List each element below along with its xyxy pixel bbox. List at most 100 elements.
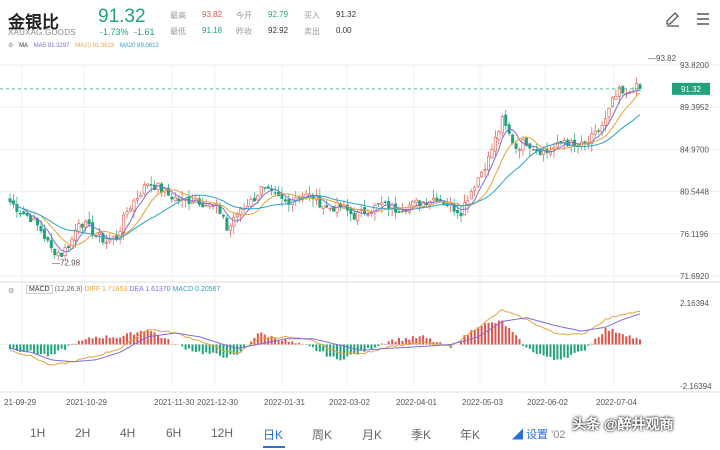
candle-body xyxy=(349,208,353,215)
macd-settings-icon[interactable]: ⚙ xyxy=(8,288,15,295)
macd-legend: ⚙ xyxy=(8,287,14,295)
candle-body xyxy=(380,202,384,205)
candle-body xyxy=(469,191,473,200)
candle-body xyxy=(610,97,614,107)
candle-body xyxy=(15,204,19,212)
candle-body xyxy=(480,171,484,178)
candle-body xyxy=(225,217,229,231)
candle-body xyxy=(104,242,108,244)
macd-params: (12,26,9) xyxy=(54,286,83,293)
candle-body xyxy=(29,215,33,223)
stat-prevclose-value: 92.92 xyxy=(268,26,289,35)
x-tick-label: 21-09-29 xyxy=(4,398,37,407)
candle-body xyxy=(318,195,322,208)
macd-dea-line xyxy=(9,313,641,363)
tab-daily[interactable]: 日K xyxy=(263,428,284,442)
high-annotation: —93.82 xyxy=(648,54,677,63)
candle-body xyxy=(476,177,480,187)
candle-body xyxy=(25,212,29,216)
watermark-prefix: 头条 xyxy=(572,416,600,432)
macd-diff: DIFF 1.71653 xyxy=(84,286,128,293)
stat-low-value: 91.18 xyxy=(202,26,223,35)
candle-body xyxy=(8,198,12,202)
candle-body xyxy=(49,240,53,249)
candle-body xyxy=(84,220,88,228)
candle-body xyxy=(404,210,408,212)
candle-body xyxy=(500,116,504,134)
candle-body xyxy=(228,225,232,231)
candle-body xyxy=(431,197,435,201)
ma20-line xyxy=(9,114,641,240)
candle-body xyxy=(617,86,621,97)
x-tick-label: 2021-10-29 xyxy=(66,398,107,407)
candle-body xyxy=(414,199,418,203)
candle-body xyxy=(221,214,225,217)
candle-body xyxy=(246,205,250,209)
candle-body xyxy=(204,204,208,207)
candle-body xyxy=(166,187,170,196)
settings-label: 设置 xyxy=(526,429,549,441)
candle-body xyxy=(80,223,84,228)
tab-1h[interactable]: 1H xyxy=(30,426,46,440)
tab-weekly[interactable]: 周K xyxy=(312,428,333,442)
candle-body xyxy=(548,150,552,155)
tab-12h[interactable]: 12H xyxy=(211,426,234,440)
edit-icon[interactable] xyxy=(664,10,682,28)
candle-body xyxy=(190,201,194,204)
candle-body xyxy=(128,208,132,212)
period-tabs: 1H 2H 4H 6H 12H 日K 周K 月K 季K 年K ◢ 设置 '02 xyxy=(0,418,720,450)
candle-body xyxy=(425,202,429,205)
candle-body xyxy=(607,107,611,118)
stat-open-label: 今开 xyxy=(236,11,252,20)
candle-body xyxy=(108,239,112,242)
candle-body xyxy=(456,210,460,213)
stat-low-label: 最低 xyxy=(170,27,186,36)
candle-body xyxy=(504,114,508,126)
tab-quarterly[interactable]: 季K xyxy=(411,428,432,442)
price-tick-label: 84.9700 xyxy=(680,145,709,154)
candle-body xyxy=(297,197,301,199)
watermark-text: @醉井观商 xyxy=(603,416,674,432)
candle-body xyxy=(435,197,439,202)
candle-body xyxy=(555,142,559,148)
candle-body xyxy=(411,200,415,207)
tab-monthly[interactable]: 月K xyxy=(362,428,383,442)
candle-body xyxy=(473,187,477,191)
candle-body xyxy=(266,186,270,189)
settings-extra: '02 xyxy=(551,429,566,441)
candle-body xyxy=(239,208,243,216)
macd-value: MACD 0.20567 xyxy=(172,286,221,293)
x-tick-label: 2022-05-03 xyxy=(462,398,503,407)
tab-2h[interactable]: 2H xyxy=(75,426,91,440)
x-tick-label: 2022-07-04 xyxy=(596,398,637,407)
candle-body xyxy=(60,252,64,257)
settings-icon: ◢ xyxy=(512,429,523,441)
macd-name[interactable]: MACD xyxy=(26,285,53,294)
candle-body xyxy=(638,84,642,89)
stat-ask-label: 卖出 xyxy=(304,27,320,36)
tab-yearly[interactable]: 年K xyxy=(460,428,481,442)
menu-icon[interactable] xyxy=(694,10,712,28)
macd-tick-label: -2.16394 xyxy=(680,382,712,391)
watermark: 头条 @醉井观商 xyxy=(572,414,674,434)
stat-ask-value: 0.00 xyxy=(336,26,352,35)
ma-settings-icon[interactable]: ⚙ xyxy=(8,43,14,49)
candle-body xyxy=(483,169,487,172)
tab-4h[interactable]: 4H xyxy=(120,426,136,440)
candle-body xyxy=(490,149,494,159)
ma20-value: MA20 89.0612 xyxy=(119,43,159,49)
ma-prefix: MA xyxy=(19,43,29,49)
candle-body xyxy=(256,195,260,201)
price-tick-label: 93.8200 xyxy=(680,61,709,70)
candle-body xyxy=(397,211,401,213)
price-tick-label: 80.5448 xyxy=(680,188,709,197)
settings-button[interactable]: ◢ 设置 '02 xyxy=(512,426,565,442)
candle-body xyxy=(39,225,43,232)
candle-body xyxy=(56,252,60,257)
chart-area[interactable]: 93.8200 89.3952 84.9700 80.5448 76.1196 71.69… xyxy=(0,52,720,418)
candle-body xyxy=(177,198,181,202)
ma-legend: ⚙ MA MA5 91.3297 MA10 91.3623 MA20 89.06… xyxy=(8,42,163,49)
candle-body xyxy=(232,217,236,227)
ma5-line xyxy=(9,89,641,253)
tab-6h[interactable]: 6H xyxy=(166,426,182,440)
